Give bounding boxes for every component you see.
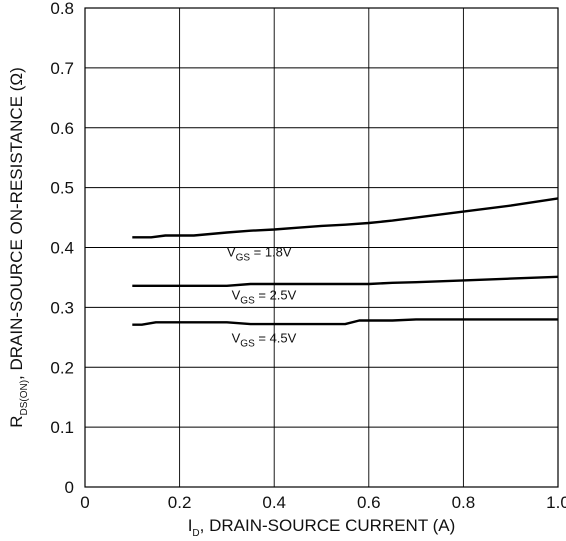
y-axis-title: RDS(ON), DRAIN-SOURCE ON-RESISTANCE (Ω) bbox=[7, 67, 30, 428]
x-axis-title: ID, DRAIN-SOURCE CURRENT (A) bbox=[188, 516, 456, 539]
y-tick-label: 0.2 bbox=[50, 358, 74, 377]
y-tick-labels: 0 0.1 0.2 0.3 0.4 0.5 0.6 0.7 0.8 bbox=[50, 0, 74, 497]
y-tick-label: 0.3 bbox=[50, 298, 74, 317]
x-tick-label: 0 bbox=[80, 493, 89, 512]
y-tick-label: 0.7 bbox=[50, 59, 74, 78]
grid bbox=[84, 7, 559, 488]
series-label-vgs-1-8: VGS = 1.8V bbox=[227, 244, 292, 263]
y-tick-label: 0.5 bbox=[50, 179, 74, 198]
y-tick-label: 0 bbox=[65, 478, 74, 497]
x-tick-label: 0.2 bbox=[168, 493, 192, 512]
series-label-vgs-2-5: VGS = 2.5V bbox=[232, 288, 297, 307]
x-tick-label: 1.0 bbox=[546, 493, 566, 512]
y-tick-label: 0.6 bbox=[50, 119, 74, 138]
series-group bbox=[132, 197, 559, 326]
series-labels: VGS = 1.8V VGS = 2.5V VGS = 4.5V bbox=[227, 244, 297, 349]
series-label-vgs-4-5: VGS = 4.5V bbox=[232, 331, 297, 350]
series-line bbox=[132, 275, 559, 287]
x-tick-label: 0.8 bbox=[452, 493, 476, 512]
y-tick-label: 0.1 bbox=[50, 418, 74, 437]
x-tick-labels: 0 0.2 0.4 0.6 0.8 1.0 bbox=[80, 493, 566, 512]
x-tick-label: 0.4 bbox=[262, 493, 286, 512]
plot-frame bbox=[84, 7, 559, 488]
series-line bbox=[132, 197, 559, 239]
y-tick-label: 0.4 bbox=[50, 239, 74, 258]
y-tick-label: 0.8 bbox=[50, 0, 74, 18]
series-line bbox=[132, 318, 558, 326]
x-tick-label: 0.6 bbox=[357, 493, 381, 512]
